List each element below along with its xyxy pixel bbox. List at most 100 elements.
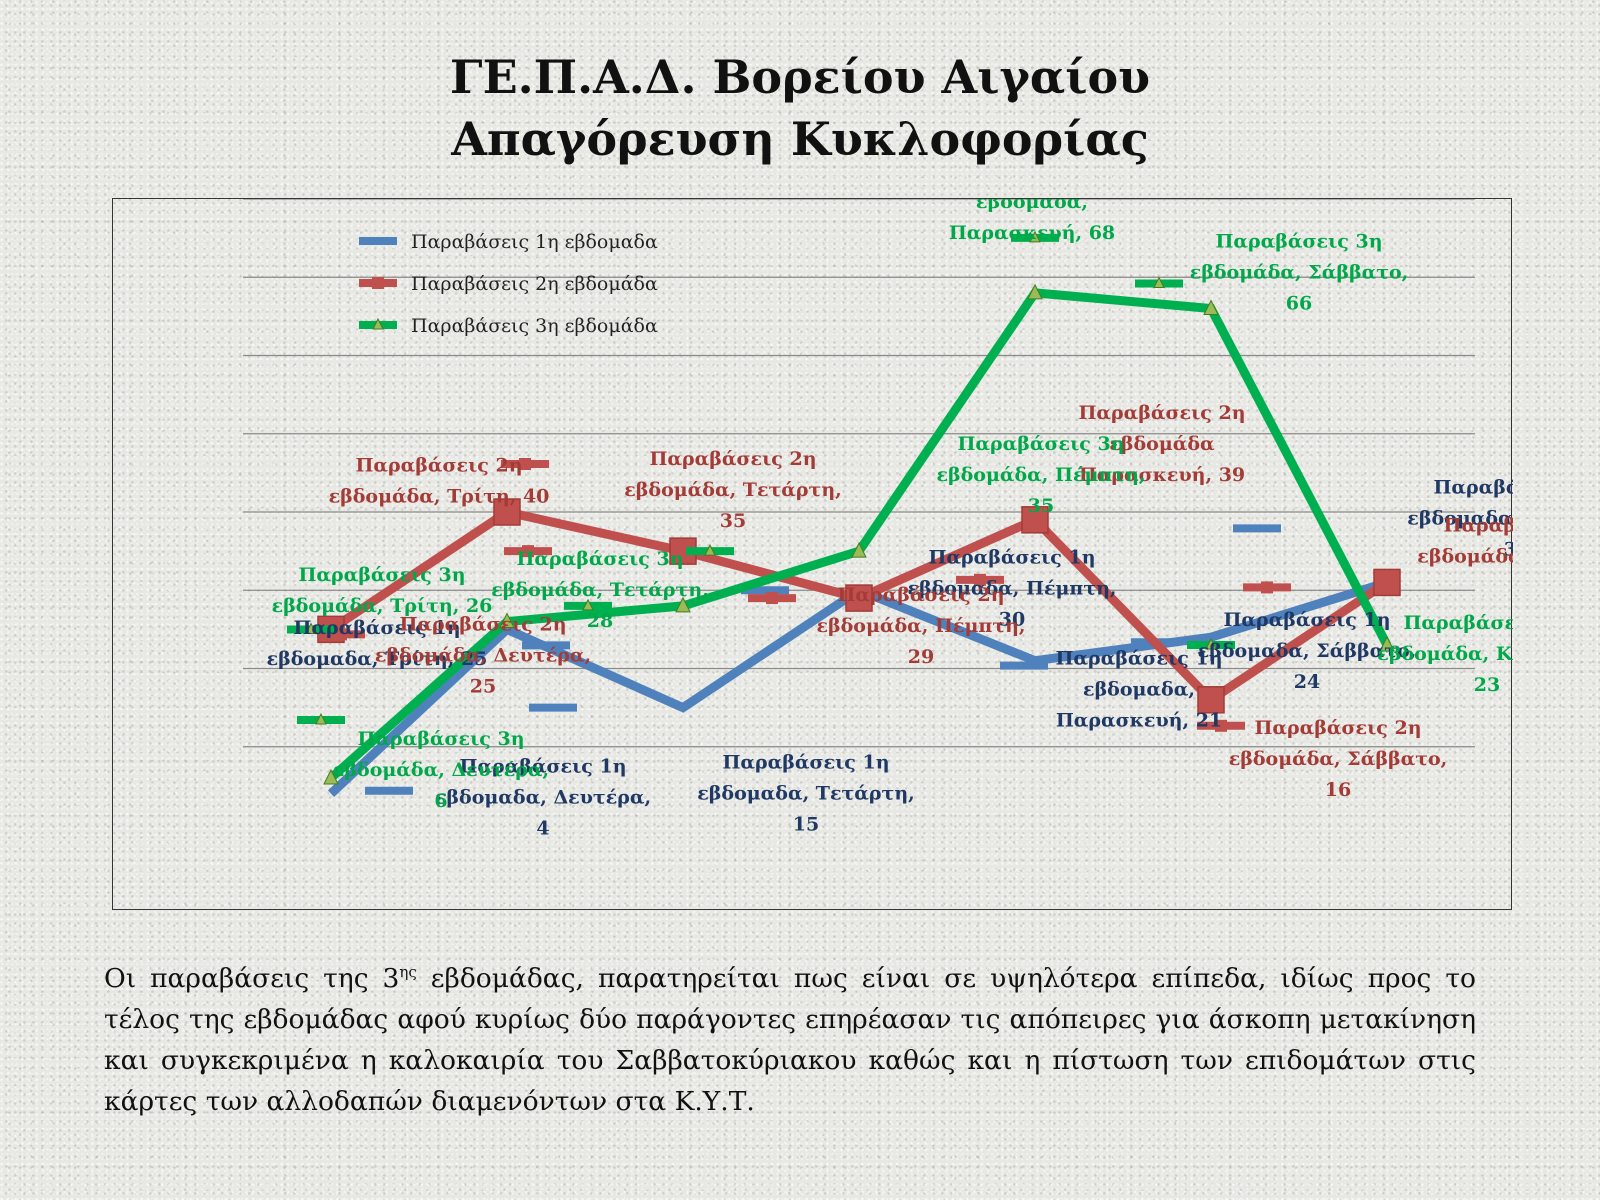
data-label-line: 24: [1294, 671, 1320, 693]
label-key-marker: [766, 592, 778, 605]
caption-text: Οι παραβάσεις της 3ης εβδομάδας, παρατηρ…: [104, 952, 1476, 1122]
data-label-line: 23: [1474, 674, 1500, 696]
data-label: Παραβάσεις 1η εβδομαδα, Δευτέρα, 4: [435, 756, 651, 840]
data-label-line: εβδομάδα, Τετάρτη,: [491, 579, 709, 601]
label-key-marker: [1029, 230, 1041, 243]
data-label-line: 31: [1504, 538, 1513, 560]
data-label-line: εβδομάδα, Πέμπτη,: [936, 464, 1145, 486]
data-label: Παραβάσεις 2η εβδομάδα, Σάββατο, 16: [1229, 717, 1448, 801]
data-label-line: Παραβάσεις 2η: [355, 455, 522, 477]
data-label-line: Παρασκευή, 68: [949, 222, 1115, 244]
data-label-line: 15: [793, 814, 819, 836]
data-label-line: Παρασκευή, 39: [1079, 464, 1245, 486]
data-label-line: εβδομαδα, Πέμπτη,: [907, 577, 1116, 599]
data-label-line: εβδομαδα, Κυριακή,: [1407, 507, 1513, 529]
data-label-line: Παραβάσεις 2η: [1078, 402, 1245, 424]
data-label-line: εβδομάδα, Σάββατο,: [1190, 262, 1409, 284]
data-label-line: εβδομαδα, Σάββατο,: [1198, 640, 1417, 662]
data-point-marker: [1373, 568, 1401, 597]
title-line-2: Απαγόρευση Κυκλοφορίας: [451, 112, 1149, 166]
legend-entry-label: Παραβάσεις 2η εβδομάδα: [411, 273, 658, 295]
data-label-line: Παραβάσεις 1η: [1223, 609, 1390, 631]
legend-entry-label: Παραβάσεις 1η εβδομαδα: [411, 231, 658, 253]
data-label-line: εβδομάδα, Σάββατο,: [1229, 748, 1448, 770]
data-label-line: εβδομάδα, Τετάρτη,: [624, 479, 842, 501]
label-key-marker: [974, 573, 986, 586]
data-label-line: 16: [1325, 779, 1351, 801]
data-label-line: 4: [536, 818, 549, 840]
data-label-line: 28: [587, 610, 613, 632]
data-label: Παραβάσεις 2η εβδομάδα, Δευτέρα, 25: [375, 613, 591, 697]
data-point-marker: [1203, 299, 1219, 316]
legend-entry-label: Παραβάσεις 3η εβδομάδα: [411, 315, 658, 337]
data-label: Παραβάσεις 1η εβδομαδα, Τρίτη, 25: [267, 617, 488, 670]
data-point-marker: [851, 542, 867, 558]
data-label-line: Παραβάσεις 3η: [1403, 612, 1513, 634]
label-key-marker: [315, 712, 327, 725]
title-line-1: ΓΕ.Π.Α.Δ. Βορείου Αιγαίου: [449, 50, 1151, 104]
data-label: Παραβάσεις 3η εβδομάδα, Τετάρτη, 28: [491, 548, 709, 632]
data-labels: Παραβάσεις 1η εβδομαδα, Δευτέρα, 4Παραβάσε…: [267, 199, 1513, 840]
data-label-line: Παραβάσεις 2η: [1443, 514, 1513, 536]
label-key-marker: [704, 544, 716, 556]
data-label-line: εβδομάδα, Τρίτη, 26: [272, 595, 493, 617]
data-label: Παραβάσεις 3η εβδομάδα, Τρίτη, 26: [272, 564, 493, 617]
data-label-line: 35: [1028, 495, 1054, 517]
label-key-marker: [519, 458, 531, 470]
data-point-marker: [675, 596, 691, 613]
data-point-marker: [845, 584, 873, 612]
data-label-line: εβδομαδα,: [1083, 679, 1195, 701]
data-label-line: εβδομάδα: [1109, 433, 1215, 455]
data-label: Παραβάσεις 3η εβδομάδα, Πέμπτη, 35: [936, 433, 1145, 517]
data-label-line: 66: [1286, 293, 1312, 315]
label-key-marker: [522, 545, 534, 558]
data-label-line: Παραβάσεις 1η: [928, 546, 1095, 568]
data-label-line: Παραβάσεις 3η: [298, 564, 465, 586]
data-label-line: εβδομάδα, Τρίτη, 40: [329, 486, 550, 508]
data-label-line: 29: [908, 646, 934, 668]
label-key-marker: [1153, 276, 1165, 289]
label-key-marker: [1205, 637, 1217, 650]
data-point-marker: [493, 498, 521, 526]
data-label-line: Παραβάσεις 1η: [293, 617, 460, 639]
data-label-line: Παραβάσεις 1η: [1433, 476, 1513, 498]
label-key-marker: [1215, 719, 1227, 732]
data-label-line: Παραβάσεις 2η: [649, 448, 816, 470]
data-label-line: Παραβάσεις 1η: [459, 756, 626, 778]
data-label: Παραβάσεις 1η εβδομαδα, Παρασκευή, 21: [1055, 648, 1222, 732]
legend-swatch-marker: [372, 277, 384, 289]
data-point-marker: [1197, 686, 1225, 714]
data-point-marker: [1379, 635, 1395, 652]
data-label: Παραβάσεις 1η εβδομαδα, Κυριακή, 31: [1407, 476, 1513, 560]
data-label-line: Παραβάσεις 2η: [399, 613, 566, 635]
data-label-line: Παραβάσεις 3η: [1215, 231, 1382, 253]
data-label-line: εβδομαδα, Δευτέρα,: [435, 787, 651, 809]
legend-swatch-marker: [372, 317, 384, 330]
data-label-line: εβδομάδα,: [976, 199, 1088, 213]
data-label-line: Παραβάσεις 2η: [837, 584, 1004, 606]
data-label-line: Παραβάσεις 3η: [357, 728, 524, 750]
data-label-line: 30: [999, 608, 1025, 630]
data-label-line: εβδομάδα, Δευτέρα,: [333, 759, 549, 781]
data-point-marker: [1021, 506, 1049, 534]
data-label-line: Παρασκευή, 21: [1056, 710, 1222, 732]
data-label-line: Παραβάσεις 1η: [1055, 648, 1222, 670]
data-point-marker: [323, 768, 339, 785]
data-label: Παραβάσεις 3η εβδομάδα, Κυριακή, 23: [1377, 612, 1513, 696]
caption-part-2: εβδομάδας, παρατηρείται πως είναι σε υψη…: [104, 962, 1476, 1117]
data-label-line: εβδομαδα, Τρίτη, 25: [267, 648, 488, 670]
data-label-line: εβδομάδα, Κυριακή,: [1417, 545, 1513, 567]
data-label-line: εβδομαδα, Τετάρτη,: [697, 783, 915, 805]
data-point-marker: [499, 612, 515, 629]
label-key-marker: [1261, 581, 1273, 594]
data-label-line: 6: [434, 790, 447, 812]
label-key-marker: [305, 622, 317, 635]
chart-frame: Παραβάσεις 1η εβδομαδα, Δευτέρα, 4 Παραβάσε…: [112, 198, 1513, 910]
caption-superscript: ης: [399, 963, 417, 981]
data-label: Παραβάσεις 3η εβδομάδα, Σάββατο, 66: [1190, 231, 1409, 315]
data-label: Παραβάσεις 1η εβδομαδα, Τετάρτη, 15: [697, 752, 915, 836]
data-label: Παραβάσεις 2η εβδομάδα, Τετάρτη, 35: [624, 448, 842, 532]
data-label: Παραβάσεις 1η εβδομαδα, Σάββατο, 24: [1198, 609, 1417, 693]
data-label: Παραβάσεις 2η εβδομάδα Παρασκευή, 39: [1078, 402, 1245, 486]
